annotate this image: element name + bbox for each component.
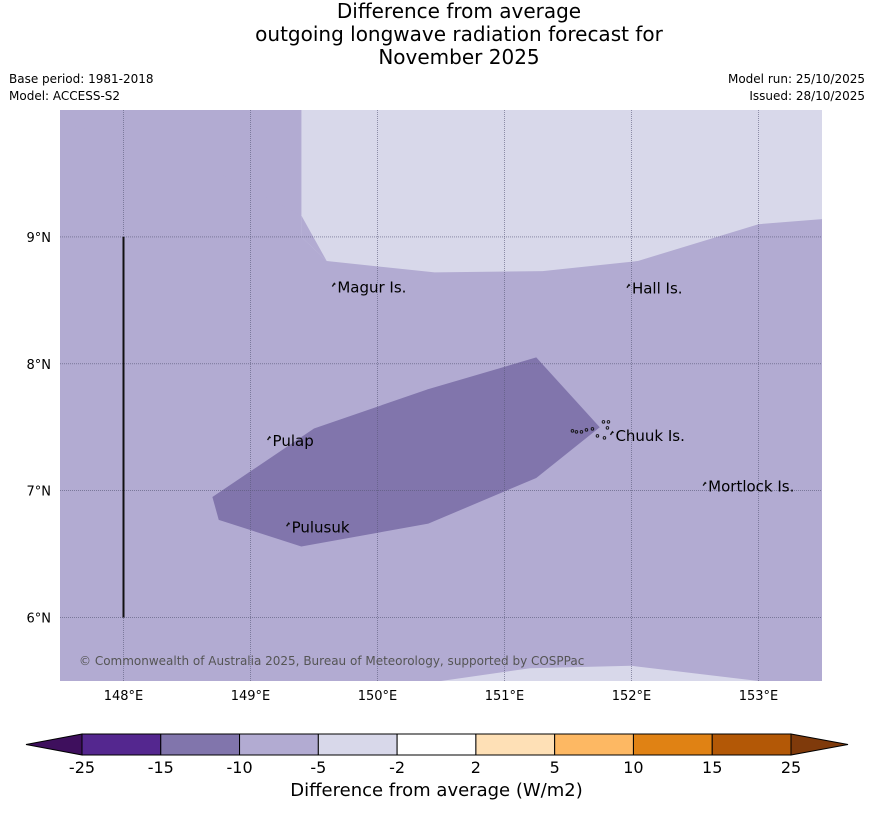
model-text: Model: ACCESS-S2: [9, 89, 121, 103]
model-run-text: Model run: 25/10/2025: [727, 72, 865, 86]
colorbar-segment: [317, 733, 398, 756]
chuuk-islet-icon: [601, 420, 606, 424]
colorbar-segment: [554, 733, 634, 756]
place-label: Pulusuk: [292, 518, 350, 536]
colorbar-segment: [81, 733, 162, 756]
map-area[interactable]: Magur Is. Hall Is. Pulap Chuuk Is. Mortlock …: [60, 110, 822, 681]
lon-tick-label: 151°E: [485, 689, 525, 704]
colorbar-tick-label: -2: [389, 758, 405, 777]
colorbar-segment: [160, 733, 241, 756]
island-outline-icon: [286, 522, 291, 527]
place-label: Magur Is.: [337, 278, 406, 296]
chuuk-islet-icon: [590, 427, 595, 431]
place-marker[interactable]: Chuuk Is.: [609, 427, 685, 445]
meta-right: Model run: 25/10/2025 Issued: 28/10/2025: [728, 71, 865, 105]
copyright-text: © Commonwealth of Australia 2025, Bureau…: [79, 654, 584, 668]
colorbar-tick-label: 2: [471, 758, 481, 777]
colorbar-tick-label: 10: [623, 758, 643, 777]
colorbar-tick-label: 15: [702, 758, 722, 777]
title-line-2: outgoing longwave radiation forecast for: [255, 22, 663, 46]
title-line-1: Difference from average: [336, 0, 582, 23]
lat-tick-label: 6°N: [27, 612, 52, 627]
lat-tick-label: 9°N: [27, 231, 52, 246]
colorbar-tick-label: -25: [69, 758, 95, 777]
colorbar-under-arrow: [25, 733, 83, 756]
contour-region-3: [441, 665, 822, 681]
title-line-3: November 2025: [378, 45, 540, 69]
colorbar-segment: [475, 733, 556, 756]
lon-tick-label: 150°E: [358, 689, 398, 704]
island-outline-icon: [266, 435, 272, 441]
colorbar-tick-label: 25: [781, 758, 801, 777]
chuuk-islet-icon: [606, 420, 611, 424]
chuuk-islet-icon: [574, 430, 579, 434]
issued-text: Issued: 28/10/2025: [749, 89, 865, 103]
chuuk-islet-icon: [605, 426, 610, 430]
place-label: Chuuk Is.: [615, 427, 684, 445]
colorbar-segment: [239, 733, 319, 756]
lon-tick-label: 152°E: [612, 689, 652, 704]
chuuk-islet-icon: [602, 436, 607, 440]
contour-region-west: [60, 110, 327, 261]
place-label: Mortlock Is.: [708, 478, 794, 496]
place-label: Pulap: [273, 432, 314, 450]
meta-left: Base period: 1981-2018 Model: ACCESS-S2: [9, 71, 154, 105]
place-marker[interactable]: Pulusuk: [286, 518, 350, 536]
place-marker[interactable]: Pulap: [266, 432, 314, 450]
colorbar-tick-label: 5: [550, 758, 560, 777]
colorbar-over-arrow: [790, 733, 849, 756]
colorbar-tick-label: -5: [310, 758, 326, 777]
lon-tick-label: 153°E: [739, 689, 779, 704]
island-outline-icon: [626, 283, 631, 289]
place-marker[interactable]: Hall Is.: [626, 280, 683, 298]
place-label: Hall Is.: [632, 280, 683, 298]
lat-tick-label: 8°N: [27, 358, 52, 373]
chart-title: Difference from average outgoing longwav…: [0, 0, 873, 69]
lat-tick-label: 7°N: [27, 485, 52, 500]
island-outline-icon: [702, 481, 707, 487]
chuuk-islet-icon: [584, 428, 589, 432]
colorbar-title: Difference from average (W/m2): [290, 780, 583, 801]
place-marker[interactable]: Magur Is.: [331, 278, 406, 296]
lon-tick-label: 149°E: [231, 689, 271, 704]
colorbar-tick-label: -15: [148, 758, 174, 777]
place-marker[interactable]: Mortlock Is.: [702, 478, 794, 496]
colorbar-segment: [711, 733, 792, 756]
island-outline-icon: [331, 282, 336, 287]
colorbar-segment: [632, 733, 713, 756]
chuuk-islet-icon: [579, 430, 584, 434]
lon-tick-label: 148°E: [104, 689, 144, 704]
colorbar-tick-label: -10: [226, 758, 252, 777]
contour-region-2: [212, 357, 600, 547]
contour-region-1: [301, 110, 822, 273]
island-outline-icon: [609, 430, 614, 436]
colorbar-segment: [396, 733, 477, 756]
chuuk-islet-icon: [570, 429, 575, 433]
base-period-text: Base period: 1981-2018: [9, 72, 154, 86]
chuuk-islet-icon: [595, 434, 600, 438]
